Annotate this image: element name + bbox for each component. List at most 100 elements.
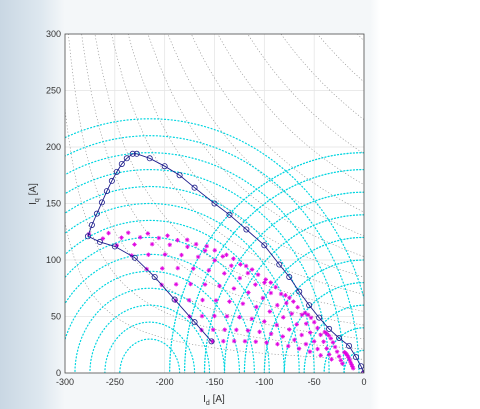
operating-point <box>100 236 106 241</box>
operating-point <box>275 302 280 308</box>
trajectory-point <box>326 325 333 332</box>
trajectory-point <box>261 242 268 249</box>
operating-point <box>137 235 143 240</box>
operating-point <box>199 313 205 319</box>
torque-curve <box>65 222 364 360</box>
trajectory-point <box>208 338 215 345</box>
operating-point <box>200 297 205 303</box>
trajectory-point <box>191 184 198 191</box>
operating-point <box>191 266 196 271</box>
torque-curve <box>65 109 364 350</box>
y-tick-label: 300 <box>46 29 61 39</box>
trajectory-point <box>316 314 323 321</box>
y-axis-label-subscript: q <box>34 198 41 202</box>
operating-point <box>338 358 343 363</box>
y-tick-label: 100 <box>46 255 61 265</box>
operating-point <box>332 344 338 350</box>
torque-curve <box>111 34 364 295</box>
operating-point <box>264 340 269 345</box>
operating-point <box>212 258 217 263</box>
operating-point <box>188 281 193 287</box>
operating-point <box>229 263 234 268</box>
y-tick-label: 150 <box>46 199 61 209</box>
trajectory-point <box>113 168 120 175</box>
operating-point <box>303 321 309 326</box>
operating-point <box>231 256 236 261</box>
current-limit-circle <box>303 304 364 373</box>
operating-point <box>330 340 336 345</box>
operating-point <box>296 346 302 351</box>
operating-point <box>294 322 299 327</box>
operating-point <box>283 293 288 298</box>
operating-point <box>291 299 296 304</box>
operating-point <box>185 244 190 250</box>
voltage-limit-ellipses <box>65 118 364 373</box>
voltage-limit-ellipse <box>65 202 300 373</box>
operating-point <box>106 230 111 236</box>
operating-point <box>184 237 190 243</box>
operating-point <box>284 300 289 306</box>
operating-point <box>227 299 232 304</box>
operating-point <box>119 235 124 240</box>
operating-point <box>322 329 327 335</box>
trajectory-point <box>118 160 125 167</box>
operating-point <box>307 330 313 335</box>
operating-point <box>260 295 266 301</box>
trajectory-point <box>129 150 136 157</box>
trajectory-point <box>276 261 283 268</box>
trajectory-point <box>88 221 95 228</box>
y-axis-label-main: I <box>28 202 39 205</box>
operating-point <box>299 312 305 318</box>
x-tick-label: -200 <box>156 377 174 387</box>
operating-point <box>295 305 300 310</box>
operating-point <box>268 331 274 337</box>
operating-point <box>224 314 230 319</box>
operating-point <box>231 286 237 291</box>
operating-point <box>245 270 251 276</box>
operating-point <box>287 295 292 300</box>
operating-point <box>206 268 212 273</box>
trajectory-point <box>286 273 293 280</box>
operating-point <box>217 283 222 289</box>
torque-curves <box>65 34 364 360</box>
current-limit-circle <box>183 168 364 373</box>
voltage-limit-ellipse <box>119 338 181 373</box>
current-limit-circle <box>283 281 364 373</box>
operating-point <box>160 266 165 271</box>
operating-point <box>299 332 304 338</box>
current-limit-circle <box>323 327 364 373</box>
x-tick-label: -150 <box>205 377 223 387</box>
operating-point <box>307 349 313 354</box>
y-tick-label: 0 <box>56 368 61 378</box>
x-axis-label: Id [A] <box>203 394 225 407</box>
operating-point <box>267 309 273 314</box>
trajectory-point <box>103 188 110 195</box>
operating-point <box>262 319 267 324</box>
operating-point <box>336 354 342 359</box>
operating-point <box>132 242 137 247</box>
operating-point <box>173 282 179 287</box>
x-tick-label: -100 <box>255 377 273 387</box>
voltage-limit-ellipse <box>104 321 196 373</box>
operating-point <box>146 252 151 257</box>
operating-point <box>329 357 334 362</box>
operating-point <box>249 267 255 272</box>
operating-point <box>273 284 278 290</box>
torque-curve <box>68 34 364 340</box>
operating-point <box>268 280 273 285</box>
trajectory-point <box>306 302 313 309</box>
trajectory-line <box>87 153 364 373</box>
operating-point <box>246 290 251 295</box>
trajectory-point <box>133 150 140 157</box>
trajectory-point <box>161 163 168 170</box>
voltage-limit-ellipse <box>74 287 226 373</box>
operating-point <box>242 339 248 344</box>
operating-point <box>221 338 226 344</box>
operating-point <box>275 341 280 347</box>
operating-point <box>126 230 131 235</box>
operating-point <box>324 346 329 351</box>
operating-point <box>315 325 320 331</box>
operating-point <box>292 337 297 343</box>
voltage-limit-ellipse <box>65 168 330 373</box>
operating-point <box>287 327 292 332</box>
